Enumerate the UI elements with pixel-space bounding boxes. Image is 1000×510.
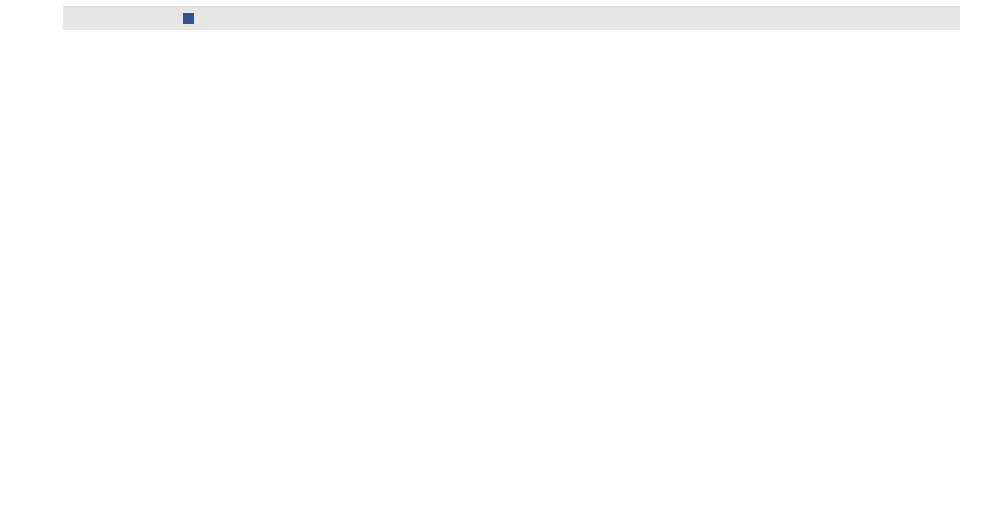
legend-bg [63,6,960,30]
legend-swatch-bar [183,13,194,24]
chart-container [0,0,1000,510]
chart-svg [0,0,1000,510]
